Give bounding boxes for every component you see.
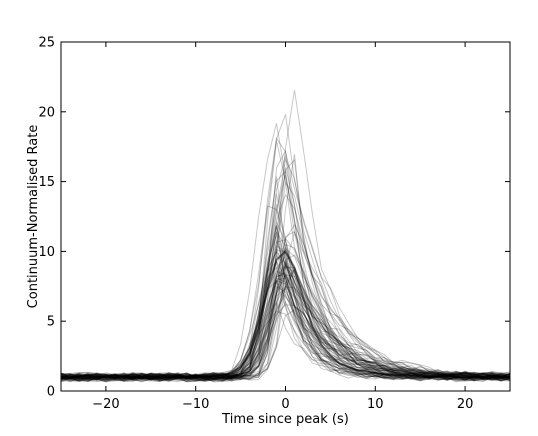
- series-line: [60, 223, 511, 379]
- series-line: [60, 261, 511, 383]
- x-tick-label: 10: [367, 397, 384, 412]
- series-line: [60, 225, 511, 382]
- series-line: [60, 259, 511, 380]
- y-tick-label: 25: [38, 36, 55, 51]
- series-line: [60, 271, 511, 380]
- series-line: [60, 254, 511, 380]
- series-line: [60, 274, 511, 379]
- series-line: [60, 286, 511, 379]
- series-line: [60, 204, 511, 382]
- series-line: [60, 293, 511, 382]
- series-line: [60, 123, 511, 382]
- series-line: [60, 181, 511, 383]
- series-lines: [60, 90, 511, 383]
- series-line: [60, 153, 510, 383]
- plot-frame: [60, 41, 511, 392]
- x-tick-label: −10: [182, 397, 209, 412]
- x-tick-label: 0: [281, 397, 289, 412]
- series-line: [60, 264, 511, 379]
- series-line: [60, 220, 511, 381]
- y-tick-label: 0: [47, 385, 55, 400]
- plot-background: [61, 42, 510, 391]
- y-tick-label: 5: [47, 315, 55, 330]
- summary-line: [61, 249, 510, 378]
- x-tick-label: −20: [92, 397, 119, 412]
- series-line: [60, 170, 511, 379]
- series-line: [60, 261, 511, 380]
- series-line: [60, 277, 511, 380]
- series-line: [60, 239, 511, 379]
- y-axis-label: Continuum-Normalised Rate: [26, 125, 41, 309]
- series-line: [60, 90, 511, 379]
- series-line: [60, 231, 511, 380]
- axis-ticks: −20 −10 0 10 20 0 5 10 15 20 25: [38, 36, 510, 412]
- series-line: [61, 280, 511, 379]
- series-line: [60, 280, 511, 381]
- y-tick-label: 10: [38, 245, 55, 260]
- series-line: [60, 285, 511, 378]
- x-axis-label: Time since peak (s): [221, 412, 349, 427]
- y-tick-label: 15: [38, 175, 55, 190]
- series-line: [60, 310, 511, 382]
- series-line: [60, 264, 511, 379]
- y-tick-label: 20: [38, 105, 55, 120]
- x-tick-label: 20: [457, 397, 474, 412]
- series-line: [60, 136, 511, 383]
- series-line: [60, 286, 511, 383]
